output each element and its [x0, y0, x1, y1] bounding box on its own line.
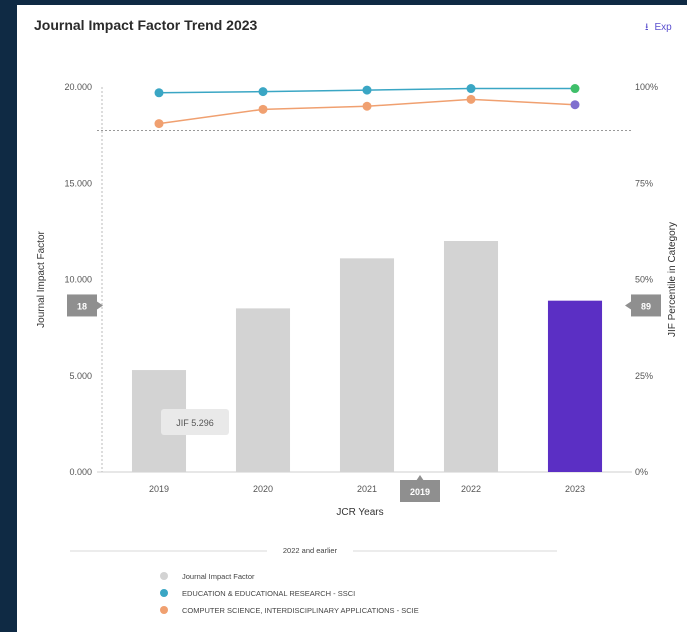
y2-tick-label: 50%: [635, 275, 653, 285]
right-badge-arrow: [625, 301, 631, 310]
series-point: [570, 84, 580, 94]
left-badge-text: 18: [77, 301, 87, 311]
y2-tick-label: 0%: [635, 467, 648, 477]
series-point: [362, 101, 372, 111]
series-point: [258, 87, 268, 97]
bar-2020: [235, 308, 291, 472]
right-badge-text: 89: [641, 301, 651, 311]
chart-card: Journal Impact Factor Trend 2023 ⭳ Exp 0.…: [17, 5, 687, 632]
export-label: Exp: [654, 22, 672, 33]
y-tick-label: 20.000: [64, 82, 92, 92]
series-point: [258, 104, 268, 114]
legend-swatch: [160, 606, 168, 614]
y-tick-label: 0.000: [69, 467, 92, 477]
series-point: [570, 100, 580, 110]
series-point: [154, 119, 164, 129]
left-badge-box: [67, 294, 97, 317]
x-tick-label: 2022: [461, 484, 481, 494]
x-tick-label: 2021: [357, 484, 377, 494]
legend-swatch: [160, 572, 168, 580]
export-button[interactable]: ⭳ Exp: [645, 20, 672, 37]
x-badge-box: [400, 480, 440, 502]
x-badge-arrow: [416, 475, 424, 481]
y2-axis-label: JIF Percentile in Category: [667, 222, 678, 337]
y-tick-label: 10.000: [64, 275, 92, 285]
series-point: [466, 94, 476, 104]
bar-2022: [443, 241, 499, 472]
y2-tick-label: 75%: [635, 178, 653, 188]
legend-item-label: Journal Impact Factor: [182, 572, 255, 581]
legend-swatch: [160, 589, 168, 597]
y-tick-label: 5.000: [69, 371, 92, 381]
series-point: [154, 88, 164, 98]
legend-item-label: EDUCATION & EDUCATIONAL RESEARCH - SSCI: [182, 589, 355, 598]
y-axis-label: Journal Impact Factor: [36, 230, 47, 327]
x-axis-label: JCR Years: [336, 507, 383, 518]
x-tick-label: 2020: [253, 484, 273, 494]
y-tick-label: 15.000: [64, 178, 92, 188]
x-tick-label: 2023: [565, 484, 585, 494]
bar-tooltip-text: JIF 5.296: [176, 418, 214, 428]
y2-tick-label: 100%: [635, 82, 658, 92]
bar-tooltip-box: [161, 409, 229, 435]
jif-trend-chart: 0.000 5.000 10.000 15.000 20.000 0% 25% 50% 75% 1…: [36, 82, 678, 615]
right-badge-box: [631, 294, 661, 317]
legend-item-label: COMPUTER SCIENCE, INTERDISCIPLINARY APPL…: [182, 606, 419, 615]
left-badge-arrow: [97, 301, 103, 310]
y2-tick-label: 25%: [635, 371, 653, 381]
legend-heading: 2022 and earlier: [283, 546, 338, 555]
x-tick-label: 2019: [149, 484, 169, 494]
series-point: [362, 85, 372, 95]
x-badge-text: 2019: [410, 487, 430, 497]
download-icon: ⭳: [645, 22, 649, 33]
chart-title: Journal Impact Factor Trend 2023: [34, 17, 258, 33]
series-point: [466, 84, 476, 94]
bar-2021: [339, 258, 395, 472]
bar-2023: [547, 300, 603, 472]
